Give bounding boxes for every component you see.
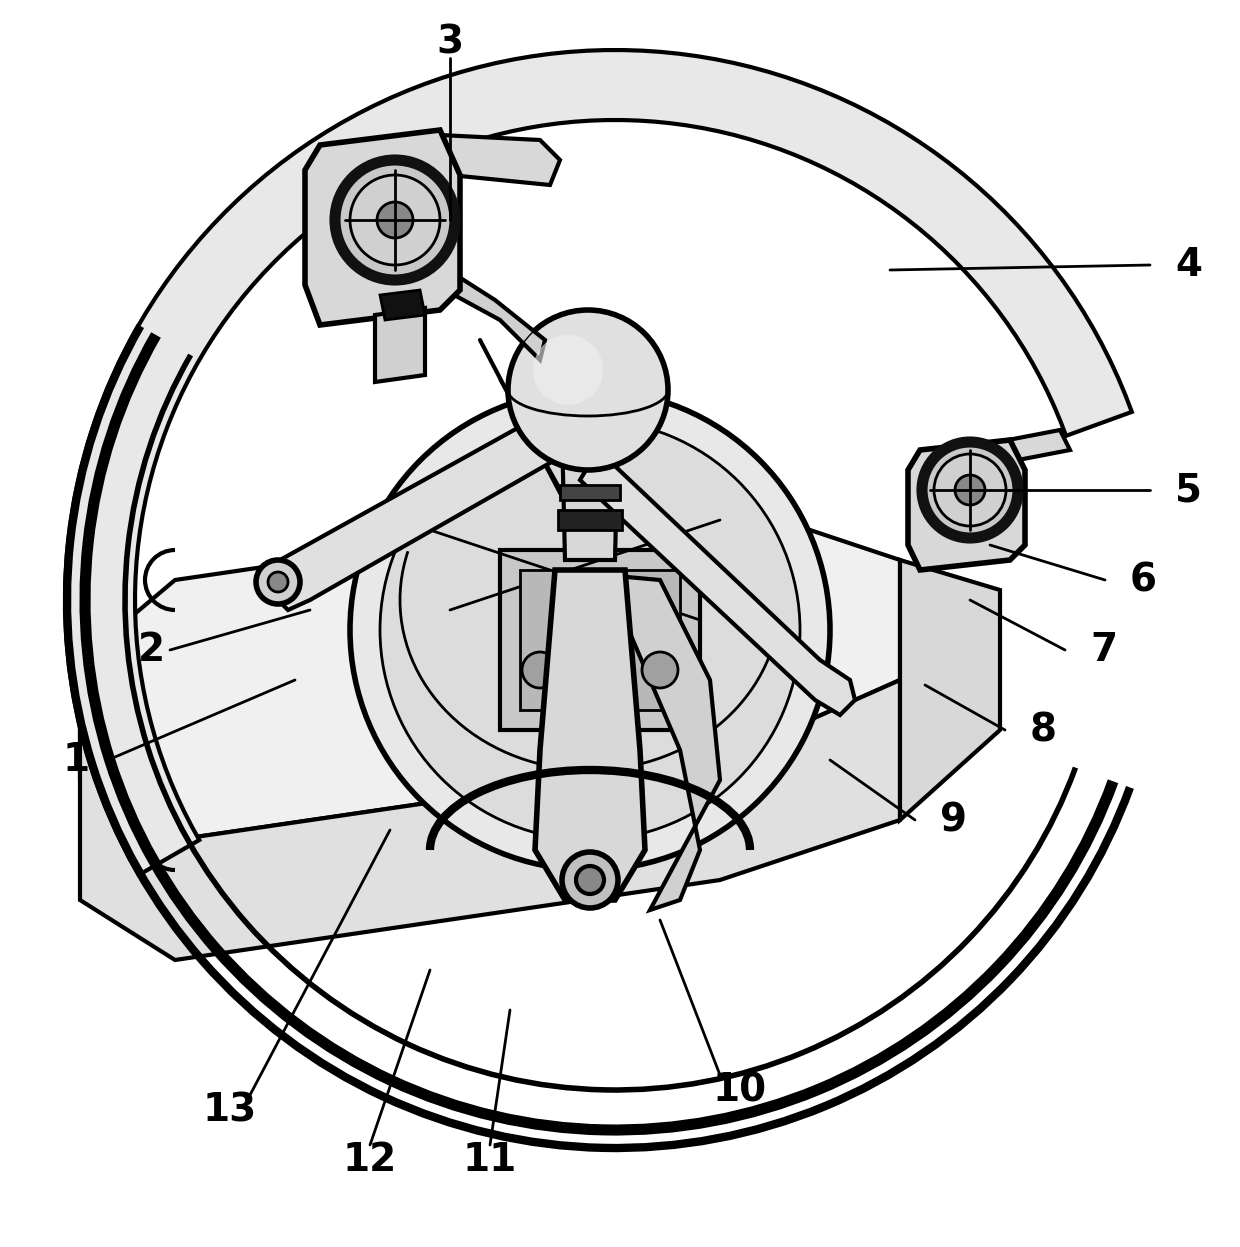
Circle shape — [268, 572, 288, 592]
Text: 5: 5 — [1176, 471, 1202, 509]
Circle shape — [577, 865, 604, 894]
Text: 10: 10 — [713, 1071, 768, 1109]
Circle shape — [350, 390, 830, 870]
Circle shape — [533, 335, 603, 405]
Circle shape — [335, 160, 455, 281]
Bar — [520, 570, 680, 710]
Text: 4: 4 — [1176, 246, 1202, 284]
Circle shape — [377, 202, 413, 238]
Circle shape — [562, 852, 618, 908]
Bar — [500, 550, 701, 729]
Text: 3: 3 — [436, 22, 464, 61]
Polygon shape — [64, 50, 1132, 875]
Polygon shape — [558, 510, 622, 530]
Polygon shape — [81, 500, 900, 840]
Circle shape — [642, 652, 678, 688]
Polygon shape — [268, 400, 590, 610]
Circle shape — [582, 682, 618, 718]
Polygon shape — [900, 560, 999, 821]
Polygon shape — [580, 450, 856, 715]
Text: 2: 2 — [138, 631, 165, 668]
Polygon shape — [440, 261, 546, 360]
Polygon shape — [81, 660, 900, 960]
Polygon shape — [534, 570, 645, 900]
Polygon shape — [560, 485, 620, 500]
Circle shape — [934, 454, 1006, 526]
Text: 1: 1 — [63, 741, 91, 779]
Text: 8: 8 — [1030, 711, 1056, 749]
Polygon shape — [562, 430, 618, 560]
Polygon shape — [605, 575, 720, 910]
Polygon shape — [379, 291, 425, 320]
Circle shape — [350, 175, 440, 266]
Circle shape — [379, 420, 800, 840]
Text: 9: 9 — [940, 801, 967, 839]
Polygon shape — [1008, 430, 1070, 460]
Text: 13: 13 — [203, 1091, 257, 1129]
Polygon shape — [435, 135, 560, 185]
Text: 7: 7 — [1090, 631, 1117, 668]
Polygon shape — [305, 130, 460, 325]
Circle shape — [508, 311, 668, 470]
Text: 11: 11 — [463, 1141, 517, 1178]
Text: 12: 12 — [343, 1141, 397, 1178]
Polygon shape — [374, 308, 425, 382]
Polygon shape — [908, 440, 1025, 570]
Circle shape — [255, 560, 300, 604]
Circle shape — [955, 475, 985, 505]
Text: 6: 6 — [1130, 561, 1157, 599]
Circle shape — [923, 441, 1018, 537]
Circle shape — [522, 652, 558, 688]
